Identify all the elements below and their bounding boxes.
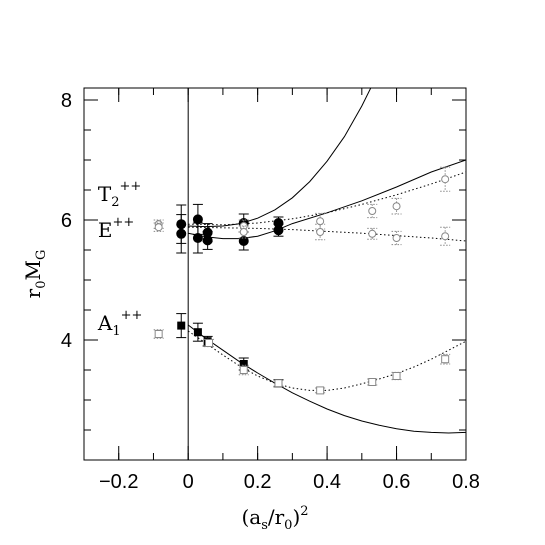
point-E-open bbox=[154, 223, 163, 232]
point-E-open bbox=[239, 228, 248, 236]
point-T2-open bbox=[316, 217, 325, 226]
x-tick-label: 0 bbox=[183, 471, 194, 493]
x-axis-title: (as/r0)2 bbox=[241, 504, 308, 533]
fit-curve-A1-fit-dotted bbox=[187, 330, 466, 391]
data-points bbox=[153, 166, 451, 395]
point-A1-open bbox=[392, 372, 401, 380]
y-tick-label: 4 bbox=[61, 330, 72, 352]
point-E-open bbox=[368, 229, 377, 238]
series-label-T: T2++ bbox=[98, 179, 141, 210]
point-E-open bbox=[441, 232, 450, 241]
fit-curve-E-fit-solid bbox=[188, 159, 466, 240]
x-tick-label: 0.8 bbox=[452, 471, 480, 493]
y-axis-title: r0MG bbox=[21, 250, 49, 299]
point-A1-open bbox=[441, 355, 450, 364]
point-E bbox=[192, 233, 203, 243]
point-A1-open bbox=[274, 379, 283, 388]
series-labels: T2++ E++ A1++ bbox=[97, 179, 143, 339]
point-T2-open bbox=[368, 207, 377, 215]
point-T2-open bbox=[392, 202, 401, 211]
point-E bbox=[238, 236, 249, 246]
y-tick-label: 6 bbox=[61, 210, 72, 232]
point-A1-open bbox=[316, 386, 325, 395]
plot-frame bbox=[83, 87, 467, 461]
series-label-E: E++ bbox=[98, 215, 134, 242]
x-tick-label: −0.2 bbox=[99, 471, 138, 493]
point-E bbox=[273, 225, 284, 236]
point-A1-open bbox=[205, 339, 214, 347]
series-label-A: A1++ bbox=[97, 308, 143, 339]
point-T2-open bbox=[441, 175, 450, 184]
fit-curves bbox=[187, 88, 466, 434]
x-tick-label: 0.6 bbox=[383, 471, 411, 493]
point-E-open bbox=[392, 234, 401, 242]
x-tick-label: 0.4 bbox=[313, 471, 341, 493]
point-E bbox=[176, 228, 187, 239]
axis-ticks bbox=[83, 88, 467, 461]
point-A1-open bbox=[239, 366, 248, 374]
point-E bbox=[202, 235, 213, 246]
fit-curve-A1-fit-solid bbox=[187, 324, 466, 434]
y-tick-label: 8 bbox=[61, 90, 72, 112]
point-A1-open bbox=[154, 330, 163, 338]
point-A1 bbox=[177, 321, 186, 330]
fit-curve-T2-fit-solid bbox=[188, 88, 372, 228]
point-A1-open bbox=[368, 378, 377, 386]
fit-curve-T2-fit-dotted bbox=[188, 171, 466, 226]
point-A1 bbox=[193, 328, 202, 337]
x-tick-label: 0.2 bbox=[244, 471, 272, 493]
tick-labels: −0.2 0 0.2 0.4 0.6 0.8 4 6 8 bbox=[61, 90, 480, 493]
point-E-open bbox=[316, 228, 325, 236]
